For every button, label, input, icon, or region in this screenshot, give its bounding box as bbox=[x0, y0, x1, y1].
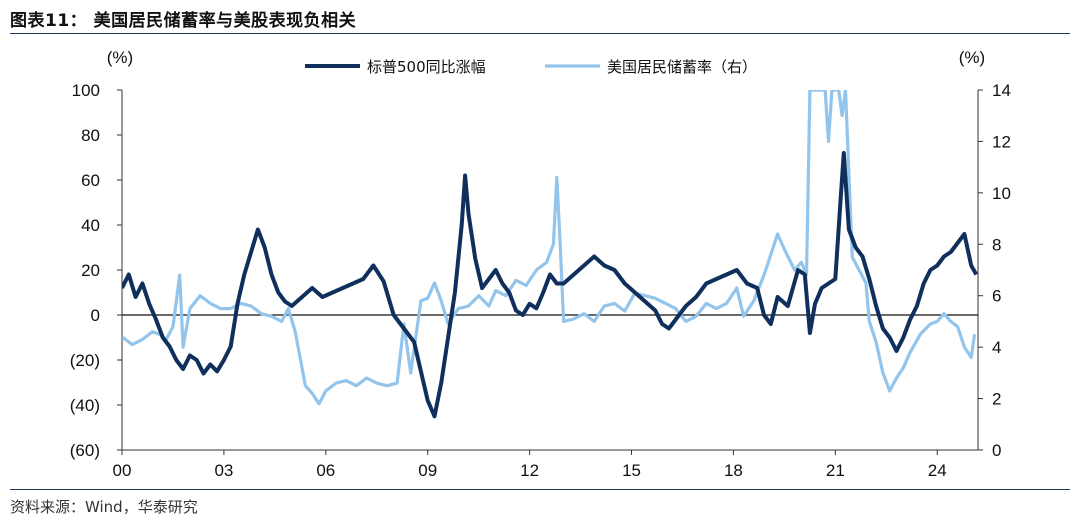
x-tick-label: 24 bbox=[928, 461, 947, 480]
top-rule bbox=[10, 33, 1070, 34]
left-tick-label: 80 bbox=[81, 126, 100, 145]
left-tick-label: 0 bbox=[91, 306, 100, 325]
right-tick-label: 8 bbox=[992, 235, 1001, 254]
x-tick-label: 15 bbox=[622, 461, 641, 480]
right-tick-label: 10 bbox=[992, 184, 1011, 203]
left-tick-label: 100 bbox=[72, 81, 100, 100]
left-tick-label: 40 bbox=[81, 216, 100, 235]
x-tick-label: 21 bbox=[826, 461, 845, 480]
x-tick-label: 03 bbox=[214, 461, 233, 480]
x-tick-label: 09 bbox=[418, 461, 437, 480]
figure-title: 图表11： 美国居民储蓄率与美股表现负相关 bbox=[10, 11, 357, 31]
bottom-rule bbox=[10, 489, 1070, 490]
left-tick-label: (40) bbox=[70, 396, 100, 415]
x-tick-label: 12 bbox=[520, 461, 539, 480]
series-lines bbox=[122, 90, 978, 419]
right-tick-label: 12 bbox=[992, 132, 1011, 151]
x-tick-label: 00 bbox=[113, 461, 132, 480]
right-tick-label: 6 bbox=[992, 287, 1001, 306]
legend-label: 标普500同比涨幅 bbox=[367, 58, 486, 76]
right-tick-label: 14 bbox=[992, 81, 1011, 100]
left-tick-label: 60 bbox=[81, 171, 100, 190]
left-tick-label: (60) bbox=[70, 441, 100, 460]
right-tick-label: 4 bbox=[992, 338, 1001, 357]
legend: 标普500同比涨幅 美国居民储蓄率（右） bbox=[305, 58, 757, 76]
source-note: 资料来源：Wind，华泰研究 bbox=[10, 498, 198, 516]
legend-label: 美国居民储蓄率（右） bbox=[607, 58, 757, 76]
x-tick-label: 06 bbox=[316, 461, 335, 480]
saving-rate-line bbox=[122, 90, 977, 406]
right-axis-unit: (%) bbox=[959, 48, 985, 67]
right-tick-label: 2 bbox=[992, 390, 1001, 409]
left-tick-label: 20 bbox=[81, 261, 100, 280]
left-axis-unit: (%) bbox=[107, 48, 133, 67]
right-tick-label: 0 bbox=[992, 441, 1001, 460]
x-tick-label: 18 bbox=[724, 461, 743, 480]
sp500-yoy-line bbox=[122, 151, 978, 419]
left-tick-label: (20) bbox=[70, 351, 100, 370]
